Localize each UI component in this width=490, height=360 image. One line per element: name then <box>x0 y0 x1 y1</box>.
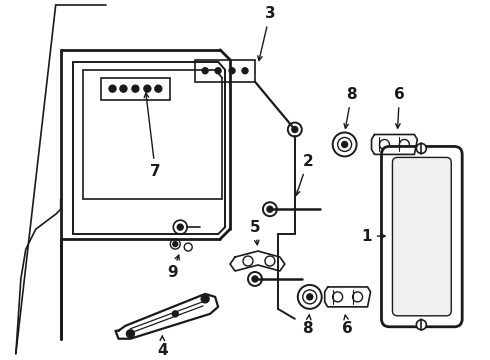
Circle shape <box>177 224 183 230</box>
Circle shape <box>248 272 262 286</box>
Circle shape <box>109 85 116 92</box>
Text: 9: 9 <box>167 255 179 280</box>
Circle shape <box>126 330 134 338</box>
Text: 3: 3 <box>258 6 275 60</box>
FancyBboxPatch shape <box>392 157 451 316</box>
Circle shape <box>298 285 322 309</box>
Circle shape <box>307 294 313 300</box>
Circle shape <box>229 68 235 74</box>
Text: 6: 6 <box>394 87 405 128</box>
Circle shape <box>288 122 302 136</box>
Circle shape <box>353 292 363 302</box>
Circle shape <box>303 290 317 304</box>
Bar <box>195 60 255 82</box>
Circle shape <box>416 320 426 330</box>
Circle shape <box>155 85 162 92</box>
Text: 8: 8 <box>302 315 313 336</box>
Circle shape <box>243 256 253 266</box>
Circle shape <box>173 220 187 234</box>
Circle shape <box>202 68 208 74</box>
Text: 5: 5 <box>249 220 260 245</box>
Circle shape <box>416 144 426 153</box>
FancyBboxPatch shape <box>382 147 462 327</box>
Circle shape <box>399 139 409 149</box>
Text: 2: 2 <box>295 154 313 195</box>
Circle shape <box>338 138 352 152</box>
Circle shape <box>120 85 127 92</box>
Circle shape <box>333 132 357 156</box>
Circle shape <box>292 126 298 132</box>
Circle shape <box>201 295 209 303</box>
Circle shape <box>267 206 273 212</box>
Circle shape <box>252 276 258 282</box>
Circle shape <box>342 141 347 148</box>
Text: 8: 8 <box>344 87 357 128</box>
Circle shape <box>184 243 192 251</box>
Circle shape <box>215 68 221 74</box>
Circle shape <box>171 239 180 249</box>
Text: 1: 1 <box>361 229 385 244</box>
Circle shape <box>173 242 178 247</box>
Text: 6: 6 <box>342 315 353 336</box>
Circle shape <box>172 311 178 317</box>
Circle shape <box>263 202 277 216</box>
Text: 7: 7 <box>144 93 161 179</box>
Circle shape <box>242 68 248 74</box>
Circle shape <box>265 256 275 266</box>
Circle shape <box>144 85 151 92</box>
Circle shape <box>132 85 139 92</box>
Circle shape <box>379 139 390 149</box>
Circle shape <box>333 292 343 302</box>
Bar <box>100 78 171 100</box>
Text: 4: 4 <box>157 336 168 358</box>
